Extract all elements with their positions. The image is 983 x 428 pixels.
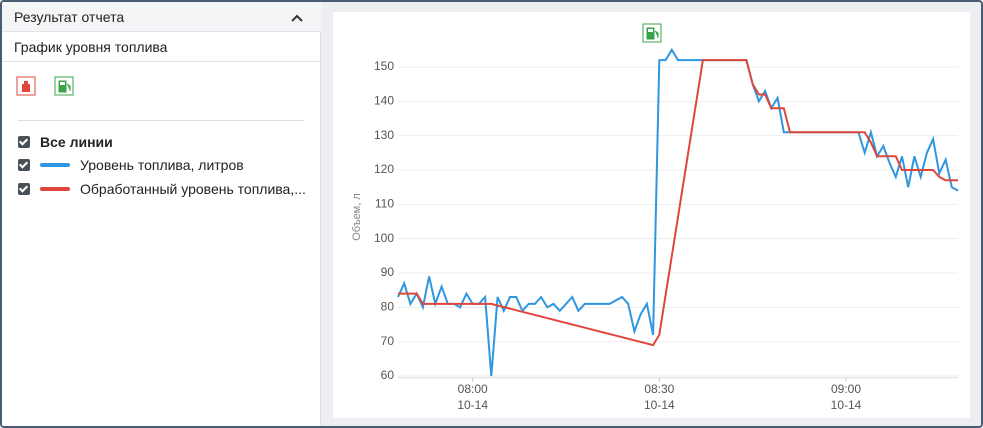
report-title: График уровня топлива bbox=[14, 39, 168, 55]
y-tick-label: 90 bbox=[381, 265, 395, 279]
x-tick-label: 09:00 bbox=[831, 382, 861, 396]
panel-title: Результат отчета bbox=[14, 9, 125, 25]
y-tick-label: 120 bbox=[374, 162, 394, 176]
y-tick-label: 110 bbox=[375, 196, 394, 210]
legend-label: Обработанный уровень топлива,... bbox=[80, 181, 306, 197]
x-tick-label: 08:30 bbox=[644, 382, 674, 396]
refuel-marker bbox=[642, 23, 662, 43]
panel-header[interactable]: Результат отчета bbox=[2, 2, 321, 32]
legend-swatch bbox=[40, 163, 70, 167]
legend-item[interactable]: Уровень топлива, литров bbox=[18, 155, 244, 175]
y-tick-label: 100 bbox=[374, 231, 394, 245]
x-tick-date: 10-14 bbox=[457, 398, 488, 412]
y-tick-label: 150 bbox=[374, 59, 394, 73]
x-tick-date: 10-14 bbox=[831, 398, 862, 412]
y-tick-label: 140 bbox=[374, 94, 394, 108]
x-tick-date: 10-14 bbox=[644, 398, 675, 412]
legend-label: Уровень топлива, литров bbox=[80, 157, 244, 173]
y-axis-title: Объем, л bbox=[351, 193, 363, 241]
chart-panel bbox=[333, 12, 970, 418]
event-icons[interactable] bbox=[16, 76, 96, 100]
chart: Объем, л 60 70 80 90 100 110 120 130 140 150 08:00… bbox=[333, 12, 970, 418]
y-tick-label: 80 bbox=[381, 299, 395, 313]
y-tick-label: 130 bbox=[374, 128, 394, 142]
y-tick-label: 60 bbox=[381, 368, 395, 382]
sidebar: Результат отчета График уровня топлива В… bbox=[2, 2, 321, 426]
collapse-icon[interactable] bbox=[291, 14, 303, 22]
report-name[interactable]: График уровня топлива bbox=[2, 32, 321, 62]
legend-item[interactable]: Обработанный уровень топлива,... bbox=[18, 179, 306, 199]
series-line bbox=[398, 59, 958, 347]
x-tick-label: 08:00 bbox=[458, 382, 488, 396]
series-line bbox=[397, 47, 959, 377]
y-tick-label: 70 bbox=[381, 334, 395, 348]
all-lines-toggle[interactable]: Все линии bbox=[18, 132, 113, 152]
legend-swatch bbox=[40, 187, 70, 191]
all-lines-label: Все линии bbox=[40, 134, 113, 150]
